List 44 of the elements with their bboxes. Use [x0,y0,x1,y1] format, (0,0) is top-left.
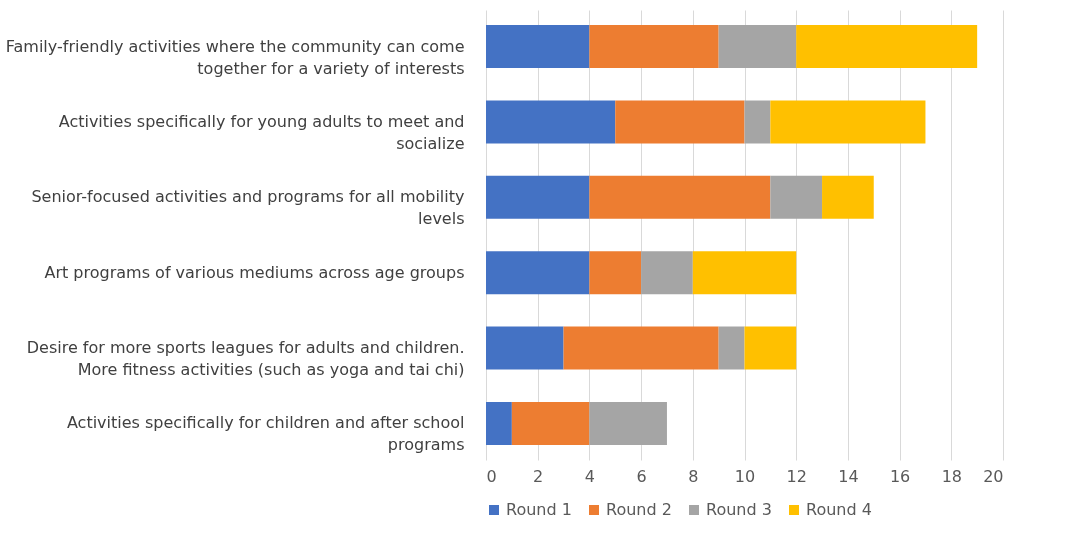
bar [511,401,590,445]
x-tick-label: 4 [584,466,595,486]
x-tick-label: 20 [983,466,1004,486]
y-tick-label: Activities specifically for young adults to meet and socialize [58,111,465,153]
y-tick-label: Art programs of various mediums across age groups [44,262,465,282]
legend-label: Round 2 [606,500,672,519]
bar [589,25,719,69]
bar [744,100,771,144]
x-tick-label: 14 [838,466,859,486]
x-tick-label: 12 [786,466,807,486]
x-tick-label: 16 [889,466,911,486]
bar [770,175,823,219]
bar [744,326,797,370]
bar [822,175,874,219]
bar [692,251,797,295]
y-tick-label: Family-friendly activities where the community can come together for a variety of interests [5,36,465,78]
bar [615,100,745,144]
y-tick-label: Senior-focused activities and programs for all mobility levels [31,187,465,229]
x-tick-label: 6 [636,466,647,486]
bar [718,326,745,370]
bar [486,25,590,69]
bar [563,326,719,370]
bar [486,251,590,295]
legend-label: Round 4 [806,500,872,519]
x-tick-label: 10 [734,466,756,486]
bar [589,251,642,295]
bar [486,401,512,445]
bar [486,175,590,219]
bar [718,25,797,69]
bar [589,175,771,219]
y-tick-label: Activities specifically for children and after school programs [66,413,465,455]
x-tick-label: 18 [941,466,962,486]
bar [770,100,926,144]
bar [589,401,667,445]
bar [486,326,564,370]
x-tick-label: 0 [486,466,497,486]
bar [796,25,978,69]
legend-label: Round 1 [506,500,572,519]
bar [486,100,616,144]
legend-label: Round 3 [706,500,772,519]
x-tick-label: 2 [533,466,544,486]
y-tick-label: Desire for more sports leagues for adults and children. More fitness activities (such as yoga and tai chi) [26,338,465,380]
bar [641,251,693,295]
x-tick-label: 8 [688,466,699,486]
